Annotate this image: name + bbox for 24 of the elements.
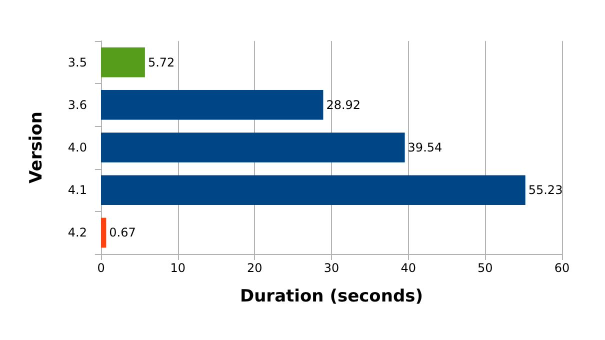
x-tick-label: 50: [478, 261, 493, 275]
x-tick-label: 20: [247, 261, 262, 275]
bar: [101, 175, 526, 206]
data-label: 39.54: [408, 140, 442, 154]
x-tick-label: 30: [324, 261, 340, 275]
bar: [101, 132, 405, 162]
x-axis-title: Duration (seconds): [240, 286, 424, 306]
y-tick-label: 4.2: [68, 226, 87, 240]
x-tick-label: 60: [554, 261, 570, 275]
y-tick-label: 4.1: [68, 183, 87, 198]
data-label: 0.67: [109, 226, 136, 240]
bar: [101, 90, 324, 120]
y-tick-label: 3.6: [68, 98, 87, 112]
bar: [101, 218, 106, 248]
y-tick-label: 4.0: [68, 140, 87, 154]
data-label: 55.23: [528, 183, 563, 198]
y-tick-label: 3.5: [68, 55, 87, 70]
bar: [101, 47, 145, 78]
x-tick-label: 40: [400, 261, 416, 275]
x-tick-label: 0: [97, 261, 105, 275]
data-label: 5.72: [148, 55, 175, 70]
y-axis-title: Version: [26, 112, 46, 184]
x-tick-label: 10: [170, 261, 186, 275]
data-label: 28.92: [326, 98, 361, 112]
